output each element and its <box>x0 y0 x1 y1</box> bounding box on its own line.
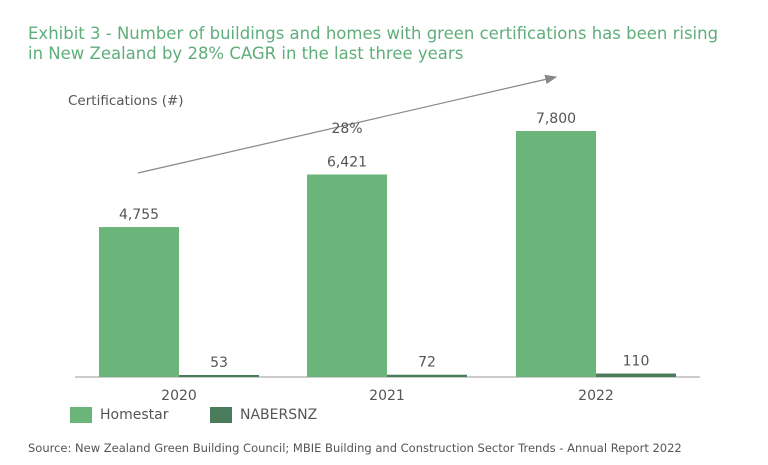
bar-chart: 4,755 53 2020 6,421 72 2021 7,800 110 2022 28% <box>75 74 700 404</box>
x-tick-label: 2021 <box>369 388 405 404</box>
data-label: 6,421 <box>327 154 367 170</box>
x-tick-label: 2022 <box>578 388 614 404</box>
legend-swatch <box>210 407 232 423</box>
legend-swatch <box>70 407 92 423</box>
data-label: 72 <box>418 355 436 371</box>
bar-homestar-2020 <box>99 227 179 377</box>
chart-title: Exhibit 3 - Number of buildings and home… <box>28 24 719 63</box>
cagr-arrow <box>137 74 558 174</box>
bar-nabersnz-2020 <box>179 375 259 377</box>
bar-homestar-2022 <box>516 131 596 377</box>
x-tick-label: 2020 <box>161 388 197 404</box>
legend-homestar: Homestar <box>70 407 168 423</box>
data-label: 7,800 <box>536 111 576 127</box>
data-label: 110 <box>623 354 650 370</box>
bar-nabersnz-2021 <box>387 374 467 377</box>
legend-label: NABERSNZ <box>240 407 318 423</box>
legend-label: Homestar <box>100 407 169 423</box>
data-label: 4,755 <box>119 207 159 223</box>
source-note: Source: New Zealand Green Building Counc… <box>28 441 682 455</box>
data-label: 53 <box>210 355 228 371</box>
bar-nabersnz-2022 <box>596 373 676 377</box>
legend-nabersnz: NABERSNZ <box>210 407 317 423</box>
y-axis-label: Certifications (#) <box>68 93 184 109</box>
bar-homestar-2021 <box>307 174 387 377</box>
cagr-label: 28% <box>331 121 362 137</box>
